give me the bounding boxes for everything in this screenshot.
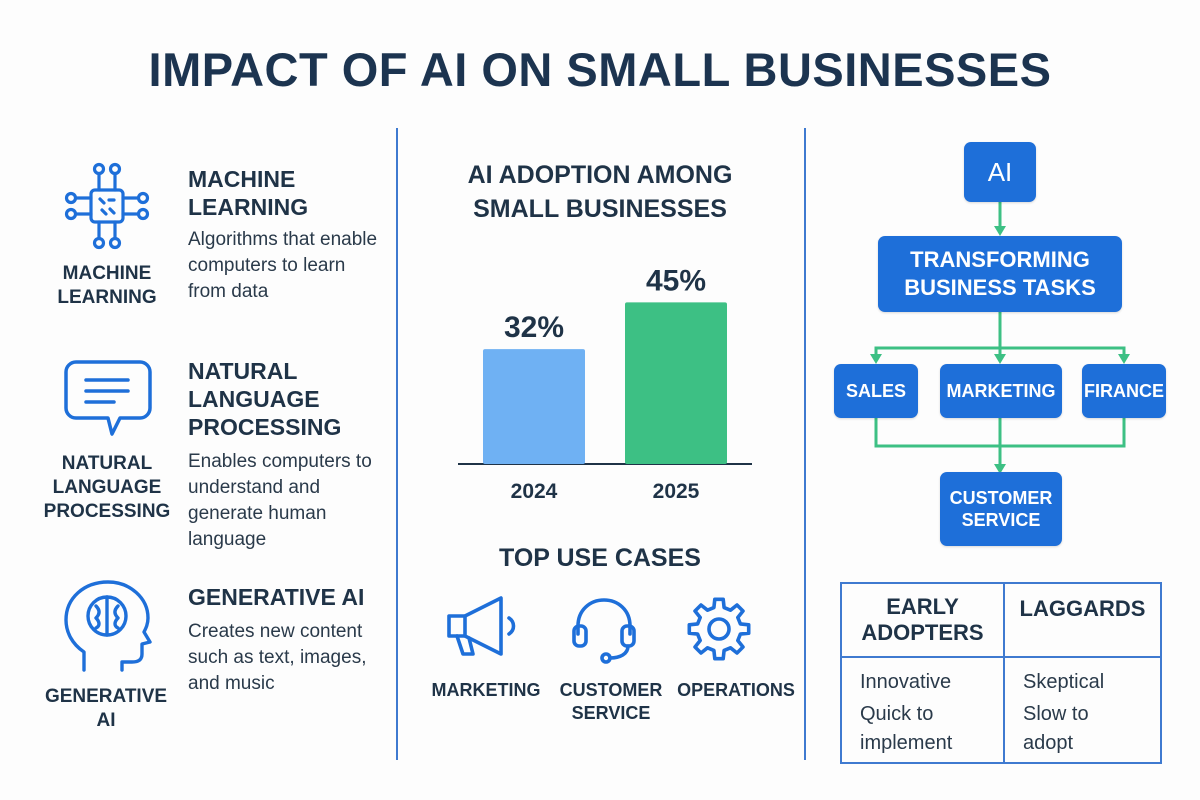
- table-cell: Skeptical: [1023, 671, 1105, 693]
- gear-icon: [684, 594, 754, 669]
- bar-2024: [483, 349, 585, 464]
- chart-title: AI ADOPTION AMONG SMALL BUSINESSES: [467, 161, 733, 223]
- flow-node-ai: AI: [964, 142, 1036, 202]
- table-cell: Quick to implement: [860, 703, 953, 754]
- bar-2025: [625, 302, 727, 464]
- megaphone-icon: [443, 592, 523, 667]
- table-header-early-adopters: EARLY ADOPTERS: [861, 594, 984, 645]
- ml-title: MACHINE LEARNING: [188, 166, 309, 220]
- nlp-description: Enables computers to understand and gene…: [188, 451, 372, 550]
- use-case-label-operations: OPERATIONS: [677, 680, 795, 700]
- flow-node-transforming: TRANSFORMING BUSINESS TASKS: [878, 236, 1122, 312]
- headset-icon: [568, 594, 640, 671]
- bar-value-label-2024: 32%: [504, 311, 564, 344]
- table-cell: Innovative: [860, 671, 952, 693]
- flow-connectors: [870, 200, 1130, 474]
- column-divider-left: [396, 128, 398, 760]
- bar-value-label-2025: 45%: [646, 264, 706, 297]
- nlp-icon-label: NATURAL LANGUAGE PROCESSING: [43, 453, 171, 522]
- ml-icon-label: MACHINE LEARNING: [57, 263, 157, 308]
- page-title: IMPACT OF AI ON SMALL BUSINESSES: [148, 43, 1052, 96]
- chat-bubble-icon: [62, 358, 154, 438]
- table-column-divider: [1003, 584, 1005, 762]
- head-brain-icon: [60, 578, 156, 674]
- column-divider-right: [804, 128, 806, 760]
- ml-description: Algorithms that enable computers to lear…: [188, 229, 378, 302]
- use-case-label-marketing: MARKETING: [431, 680, 541, 700]
- use-cases-title: TOP USE CASES: [499, 544, 701, 572]
- genai-title: GENERATIVE AI: [188, 584, 365, 610]
- use-case-label-customer-service: CUSTOMER SERVICE: [559, 680, 663, 723]
- flow-node-finance: FIRANCE: [1082, 364, 1166, 418]
- table-header-laggards: LAGGARDS: [1019, 596, 1146, 621]
- flow-node-customer-service: CUSTOMER SERVICE: [940, 472, 1062, 546]
- flow-node-marketing: MARKETING: [940, 364, 1062, 418]
- x-tick-label-2025: 2025: [653, 480, 700, 503]
- table-header-divider: [842, 656, 1160, 658]
- flow-node-sales: SALES: [834, 364, 918, 418]
- circuit-chip-icon: [62, 160, 152, 252]
- adoption-bar-chart: 32% 2024 45% 2025: [458, 264, 752, 503]
- nlp-title: NATURAL LANGUAGE PROCESSING: [188, 358, 342, 440]
- table-cell: Slow to adopt: [1023, 703, 1089, 754]
- genai-icon-label: GENERATIVE AI: [44, 686, 168, 731]
- genai-description: Creates new content such as text, images…: [188, 621, 367, 694]
- comparison-table: EARLY ADOPTERS LAGGARDS Innovative Quick…: [840, 582, 1162, 764]
- x-tick-label-2024: 2024: [511, 480, 558, 503]
